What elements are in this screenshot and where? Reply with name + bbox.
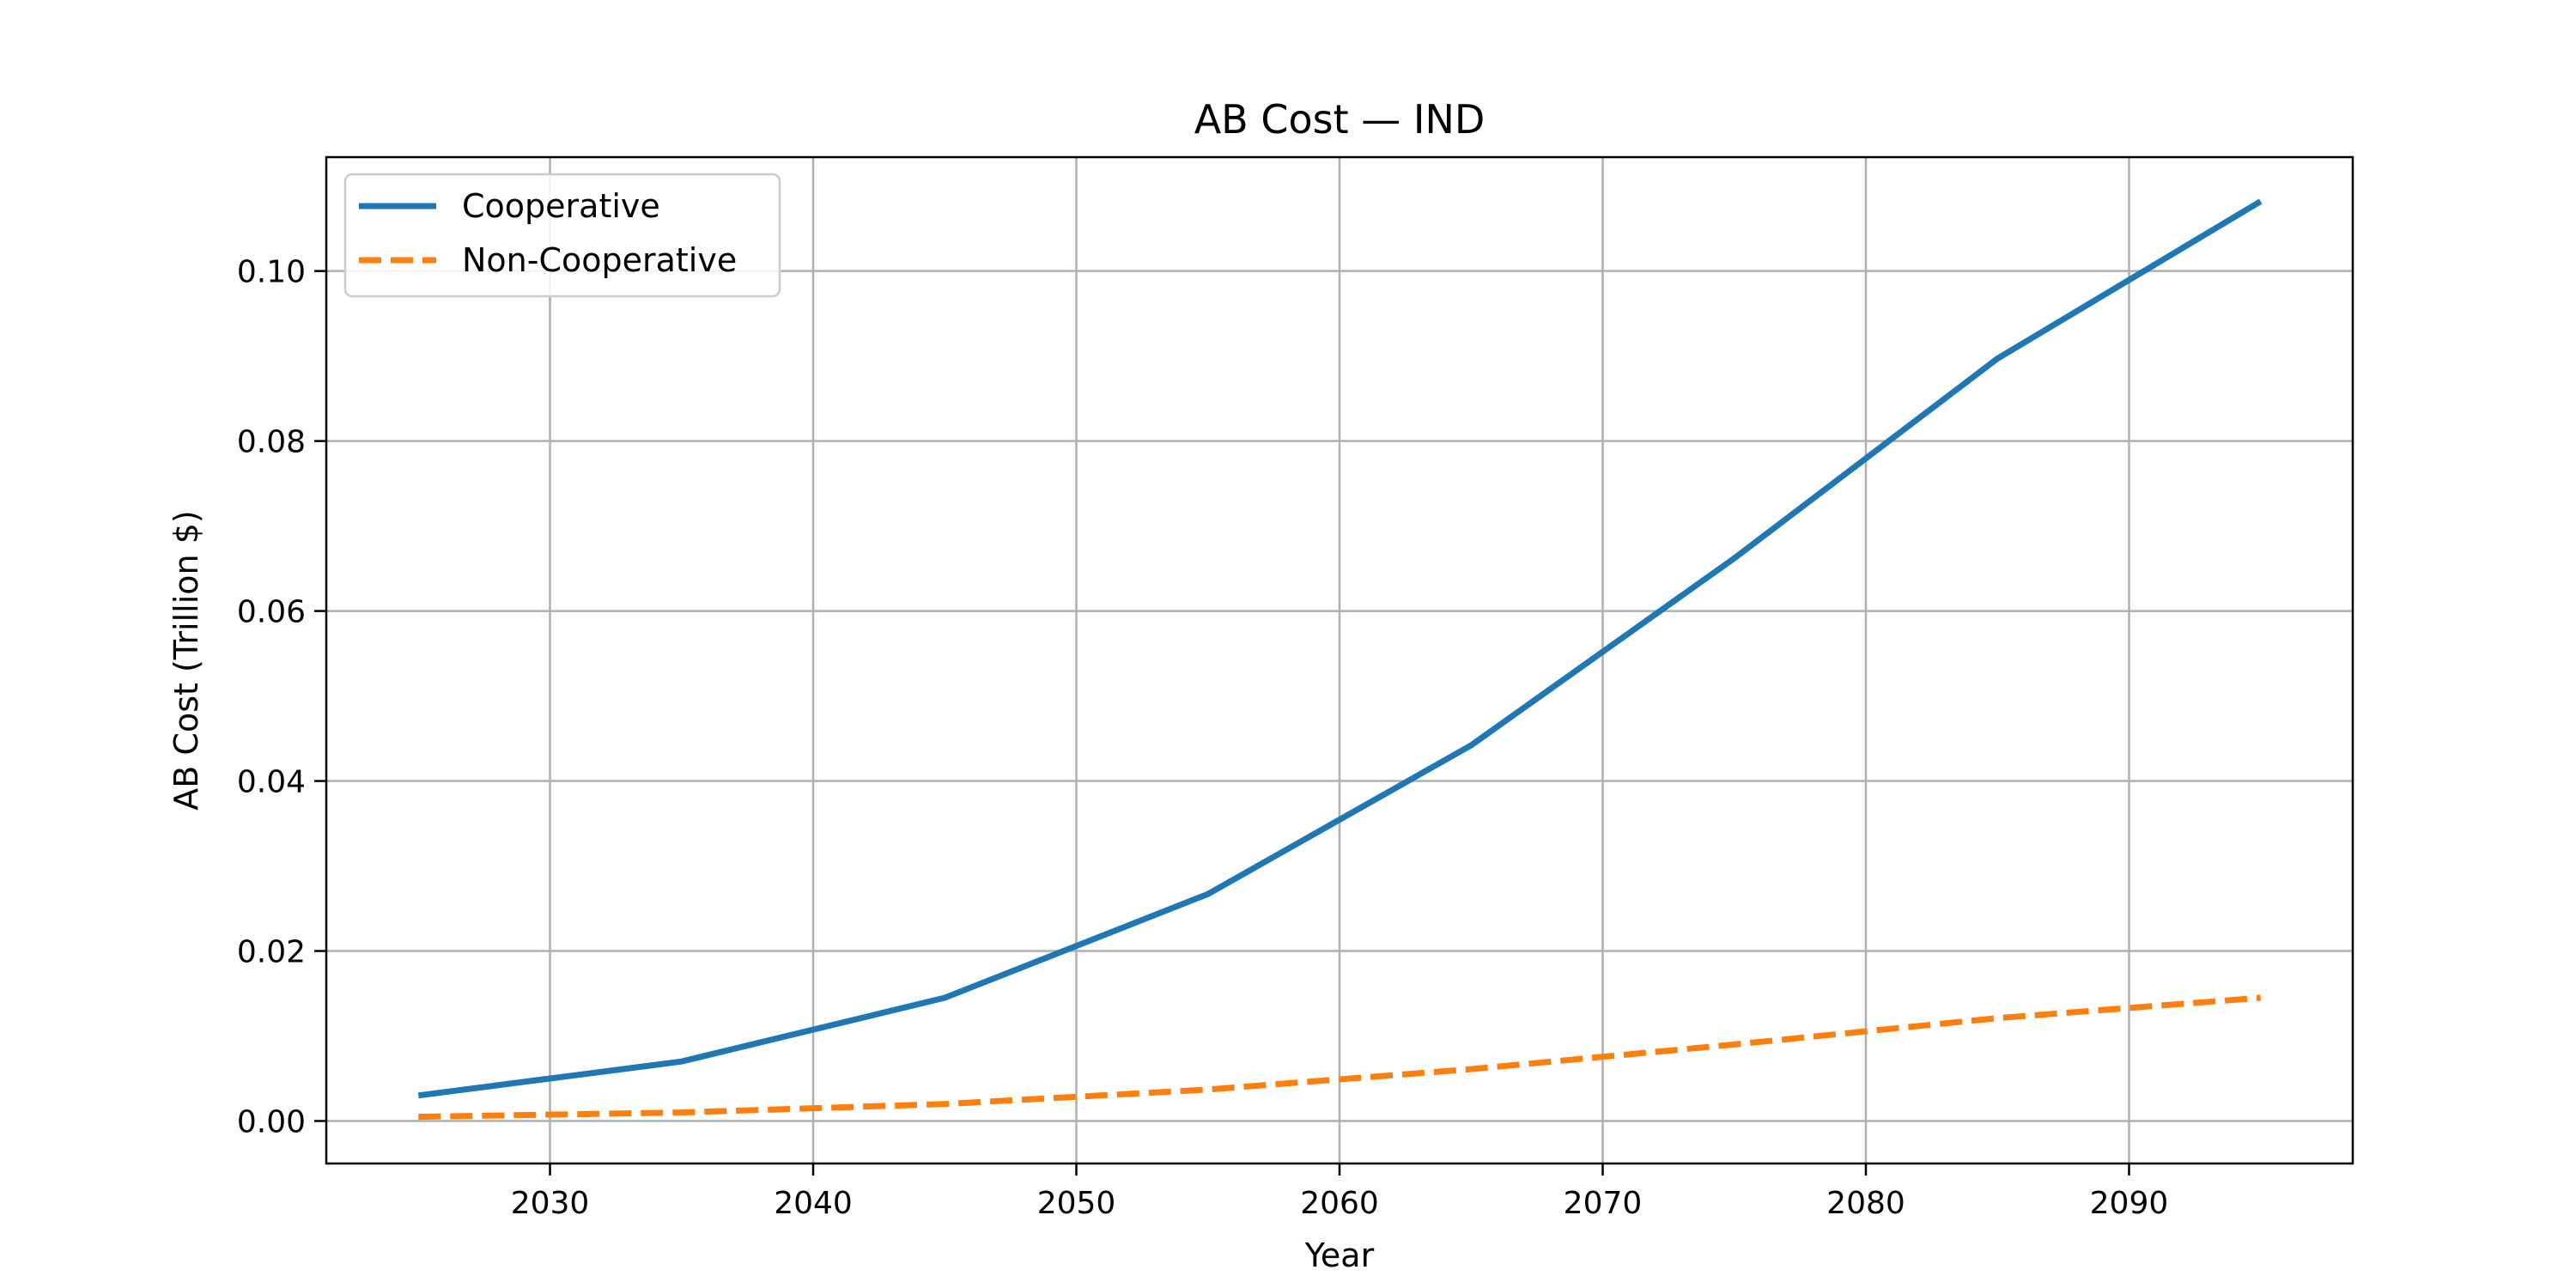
y-axis: 0.00 0.02 0.04 0.06 0.08 0.10 — [237, 255, 326, 1140]
x-tick-label: 2070 — [1564, 1186, 1643, 1221]
series-points-non-cooperative — [418, 997, 2261, 1117]
x-tick-label: 2080 — [1826, 1186, 1905, 1221]
y-tick-label: 0.04 — [237, 765, 306, 800]
x-tick-label: 2060 — [1300, 1186, 1379, 1221]
x-axis: 2030 2040 2050 2060 2070 2080 2090 — [511, 1163, 2169, 1221]
y-axis-label: AB Cost (Trillion $) — [167, 510, 205, 810]
legend-box — [343, 173, 781, 298]
x-tick-label: 2030 — [511, 1186, 590, 1221]
y-tick-label: 0.02 — [237, 935, 306, 970]
x-axis-label: Year — [1304, 1236, 1375, 1274]
y-tick-label: 0.10 — [237, 255, 306, 290]
series-points-cooperative — [418, 201, 2261, 1096]
legend: Cooperative Non-Cooperative — [343, 173, 781, 298]
chart-title: AB Cost — IND — [1194, 96, 1485, 143]
series-layer — [417, 198, 2263, 1121]
x-tick-label: 2040 — [774, 1186, 853, 1221]
x-tick-label: 2050 — [1037, 1186, 1116, 1221]
y-tick-label: 0.00 — [237, 1105, 306, 1140]
series-line-cooperative — [417, 198, 2263, 1099]
grid — [326, 157, 2353, 1163]
y-tick-label: 0.08 — [237, 425, 306, 460]
y-tick-label: 0.06 — [237, 595, 306, 630]
x-tick-label: 2090 — [2090, 1186, 2169, 1221]
series-line-non-cooperative — [418, 994, 2261, 1121]
legend-label-non-cooperative: Non-Cooperative — [462, 241, 737, 279]
legend-label-cooperative: Cooperative — [462, 187, 660, 225]
